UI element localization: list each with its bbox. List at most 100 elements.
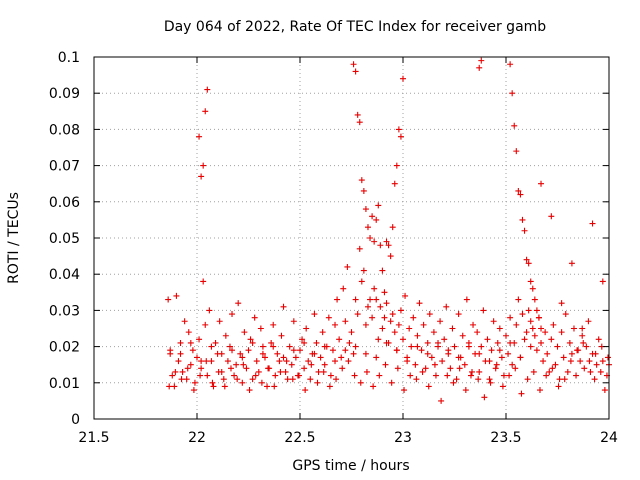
data-point — [525, 260, 532, 267]
data-point — [333, 376, 340, 383]
data-point — [373, 216, 380, 223]
data-point — [317, 354, 324, 361]
data-point — [166, 383, 173, 390]
data-point — [354, 111, 361, 118]
data-point — [354, 311, 361, 318]
data-point — [496, 325, 503, 332]
data-point — [282, 368, 289, 375]
data-point — [249, 376, 256, 383]
data-point — [586, 358, 593, 365]
data-point — [453, 376, 460, 383]
x-axis-label: GPS time / hours — [292, 458, 409, 474]
data-point — [356, 245, 363, 252]
data-point — [513, 148, 520, 155]
data-point — [320, 368, 327, 375]
data-point — [599, 278, 606, 285]
data-point — [268, 339, 275, 346]
data-point — [226, 343, 233, 350]
data-point — [280, 354, 287, 361]
data-point — [531, 332, 538, 339]
x-tick-label: 22 — [188, 430, 206, 446]
data-point — [297, 347, 303, 354]
data-point — [345, 358, 352, 365]
data-point — [315, 368, 322, 375]
data-point — [579, 325, 586, 332]
data-point — [432, 372, 439, 379]
data-point — [567, 358, 574, 365]
data-point — [196, 336, 203, 343]
data-point — [257, 325, 264, 332]
data-point — [499, 383, 506, 390]
data-point — [412, 361, 419, 368]
data-point — [319, 329, 326, 336]
data-point — [274, 350, 281, 357]
data-point — [393, 347, 400, 354]
data-point — [456, 365, 463, 372]
x-tick-label: 23.5 — [490, 430, 521, 446]
data-point — [177, 350, 184, 357]
data-point — [202, 321, 209, 328]
data-point — [548, 336, 555, 343]
data-point — [377, 242, 384, 249]
data-point — [385, 242, 392, 249]
data-point — [402, 292, 409, 299]
x-tick-label: 22.5 — [284, 430, 315, 446]
data-point — [592, 350, 599, 357]
x-tick-label: 23 — [394, 430, 412, 446]
data-point — [364, 224, 371, 231]
data-point — [173, 292, 180, 299]
data-point — [303, 325, 310, 332]
data-point — [587, 368, 594, 375]
data-point — [564, 368, 571, 375]
y-tick-label: 0.03 — [49, 303, 80, 319]
data-point — [494, 339, 501, 346]
data-point — [527, 278, 534, 285]
data-point — [467, 372, 474, 379]
data-point — [342, 318, 349, 325]
data-point — [496, 347, 503, 354]
data-point — [580, 339, 587, 346]
data-point — [462, 387, 469, 394]
data-point — [352, 296, 359, 303]
data-point — [447, 365, 454, 372]
data-point — [243, 365, 250, 372]
data-point — [264, 383, 271, 390]
data-point — [286, 343, 293, 350]
data-point — [252, 372, 259, 379]
data-point — [533, 307, 540, 314]
data-point — [583, 343, 590, 350]
data-point — [183, 376, 190, 383]
data-point — [258, 379, 265, 386]
data-point — [344, 263, 351, 270]
data-point — [336, 336, 343, 343]
data-point — [568, 260, 575, 267]
data-point — [387, 318, 394, 325]
data-point — [484, 336, 491, 343]
data-point — [203, 358, 210, 365]
data-point — [360, 187, 367, 194]
data-point — [171, 383, 178, 390]
data-point — [455, 311, 462, 318]
data-point — [515, 296, 522, 303]
data-point — [189, 347, 196, 354]
data-point — [350, 350, 357, 357]
data-point — [184, 365, 191, 372]
data-point — [308, 361, 315, 368]
data-point — [367, 235, 374, 241]
data-point — [535, 314, 542, 321]
data-point — [400, 336, 406, 343]
data-point — [321, 361, 328, 368]
data-point — [326, 383, 333, 390]
data-point — [369, 314, 376, 321]
data-point — [376, 372, 383, 379]
data-point — [413, 376, 420, 383]
data-point — [364, 303, 371, 310]
data-point — [542, 329, 549, 336]
data-point — [283, 358, 290, 365]
data-point — [404, 358, 411, 365]
data-point — [548, 213, 555, 220]
data-point — [350, 61, 357, 68]
y-tick-label: 0.08 — [49, 122, 80, 138]
y-tick-label: 0 — [71, 412, 80, 428]
data-point — [210, 383, 217, 390]
